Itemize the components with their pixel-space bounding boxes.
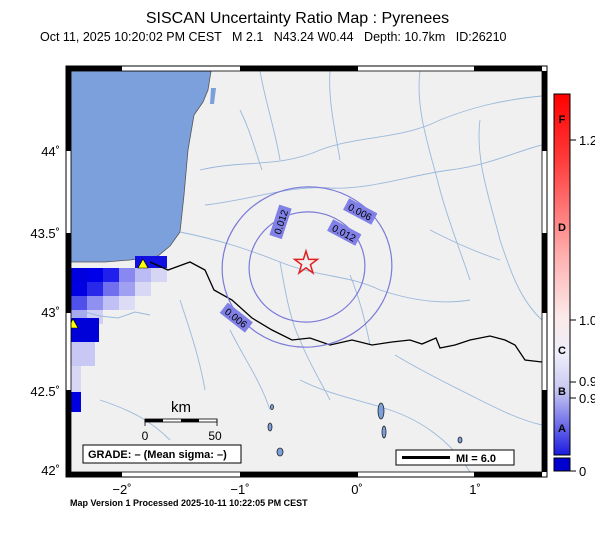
map-title: SISCAN Uncertainty Ratio Map : Pyrenees (145, 10, 450, 27)
mi-legend-text: MI = 6.0 (456, 453, 496, 465)
event-magnitude: M 2.1 (232, 30, 264, 44)
scale-bar: km 0 50 (142, 399, 222, 443)
y-tick-label: 43.5˚ (30, 226, 60, 241)
y-axis-ticks: 44˚ 43.5˚ 43˚ 42.5˚ 42˚ (30, 144, 60, 478)
uncertainty-contours (221, 186, 393, 348)
rivers (99, 71, 542, 472)
mi-legend-box: MI = 6.0 (395, 449, 515, 466)
map-footer: Map Version 1 Processed 2025-10-11 10:22… (70, 498, 308, 508)
x-tick-label: −1˚ (230, 482, 249, 497)
y-tick-label: 43˚ (41, 305, 60, 320)
y-tick-label: 44˚ (41, 144, 60, 159)
x-axis-ticks: −2˚ −1˚ 0˚ 1˚ (112, 482, 480, 497)
grade-letter: A (558, 423, 566, 435)
event-depth: Depth: 10.7km (364, 30, 446, 44)
grade-letter: C (558, 345, 566, 357)
event-date: Oct 11, 2025 10:20:02 PM CEST (40, 30, 222, 44)
border-line (149, 261, 542, 363)
y-tick-label: 42.5˚ (30, 384, 60, 399)
x-tick-label: 1˚ (469, 482, 481, 497)
y-tick-label: 42˚ (41, 463, 60, 478)
colorbar: F D C B A 1.2 1.0 0.9 0.9 0 (553, 93, 595, 479)
grade-text: GRADE: – (Mean sigma: –) (88, 449, 227, 461)
grade-letter: F (559, 114, 566, 126)
sea-bay-of-biscay (71, 71, 212, 263)
map-frame (65, 65, 548, 478)
colorbar-value: 1.2 (579, 133, 595, 148)
lakes (267, 402, 463, 457)
grade-box: GRADE: – (Mean sigma: –) (82, 444, 242, 464)
grade-letter: D (558, 222, 566, 234)
x-tick-label: −2˚ (112, 482, 131, 497)
x-tick-label: 0˚ (351, 482, 363, 497)
scale-label-50: 50 (208, 429, 222, 443)
epicenter-star-icon (292, 248, 320, 275)
colorbar-value: 0.9 (579, 391, 595, 406)
colorbar-gradient (553, 93, 571, 456)
grade-letter: B (558, 386, 566, 398)
event-info: Oct 11, 2025 10:20:02 PM CEST M 2.1 N43.… (40, 30, 595, 44)
coast-river (71, 311, 151, 319)
colorbar-value: 0.9 (579, 374, 595, 389)
estuary (210, 88, 216, 104)
event-id: ID:26210 (455, 30, 507, 44)
station-triangle-icon (137, 258, 149, 269)
colorbar-value: 1.0 (579, 313, 595, 328)
map-area: 0.006 0.012 0.012 0.006 km (71, 71, 542, 472)
scale-label-0: 0 (142, 429, 149, 443)
station-triangle-icon (71, 318, 79, 329)
colorbar-zero-swatch (553, 457, 571, 472)
event-location: N43.24 W0.44 (273, 30, 354, 44)
scale-unit: km (171, 399, 191, 416)
colorbar-value: 0 (579, 464, 586, 479)
